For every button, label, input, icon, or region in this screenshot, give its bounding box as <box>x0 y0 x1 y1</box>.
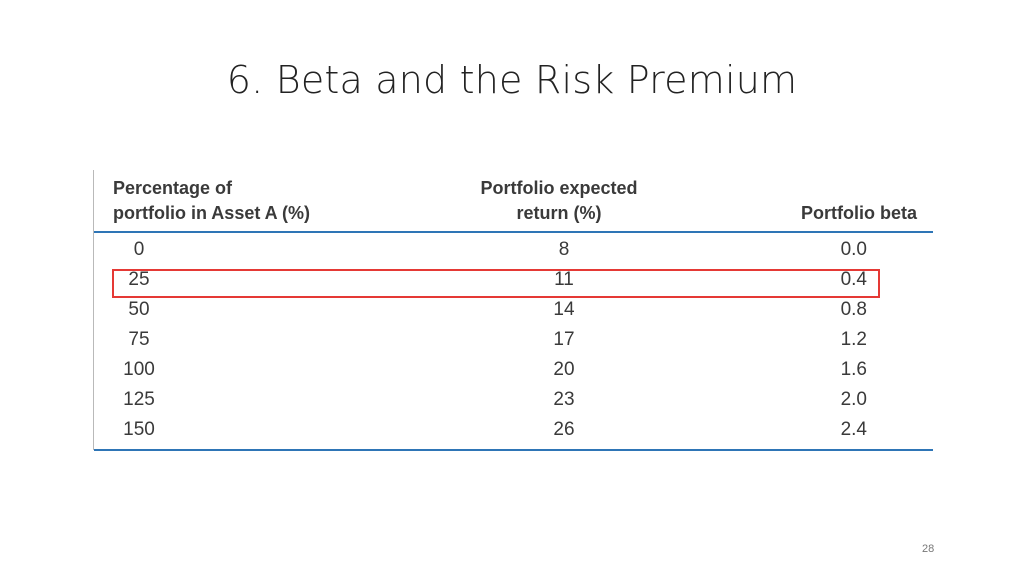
cell-percentage: 125 <box>123 389 155 410</box>
cell-beta: 0.0 <box>840 239 867 260</box>
cell-expected-return: 17 <box>553 329 575 350</box>
header-portfolio-beta: Portfolio beta <box>801 203 917 223</box>
table-row: 125 23 2.0 <box>94 386 933 416</box>
cell-expected-return: 20 <box>553 359 575 380</box>
header-expected-return-line2: return (%) <box>516 203 602 223</box>
header-percentage-line1: Percentage of <box>113 178 233 198</box>
cell-percentage: 50 <box>128 299 150 320</box>
cell-beta: 0.8 <box>840 299 867 320</box>
cell-beta: 1.6 <box>840 359 867 380</box>
cell-beta: 2.0 <box>840 389 867 410</box>
table-row: 75 17 1.2 <box>94 326 933 356</box>
cell-expected-return: 23 <box>553 389 575 410</box>
header-expected-return-line1: Portfolio expected <box>480 178 638 198</box>
table-row: 25 11 0.4 <box>94 266 933 296</box>
page-number: 28 <box>922 543 935 555</box>
cell-expected-return: 14 <box>553 299 575 320</box>
header-expected-return: Portfolio expected return (%) <box>464 176 654 226</box>
slide-title: 6. Beta and the Risk Premium <box>226 58 798 102</box>
table-row: 150 26 2.4 <box>94 416 933 446</box>
table-row: 0 8 0.0 <box>94 236 933 266</box>
cell-beta: 2.4 <box>840 419 867 440</box>
cell-beta: 0.4 <box>840 269 867 290</box>
cell-percentage: 75 <box>128 329 150 350</box>
header-percentage: Percentage of portfolio in Asset A (%) <box>113 176 373 226</box>
table-row: 100 20 1.6 <box>94 356 933 386</box>
cell-percentage: 25 <box>128 269 150 290</box>
cell-expected-return: 11 <box>554 269 574 290</box>
header-percentage-line2: portfolio in Asset A (%) <box>113 203 310 223</box>
table-row: 50 14 0.8 <box>94 296 933 326</box>
cell-beta: 1.2 <box>840 329 867 350</box>
table-bottom-rule <box>94 449 933 451</box>
table-header: Percentage of portfolio in Asset A (%) P… <box>94 170 933 233</box>
cell-expected-return: 26 <box>553 419 575 440</box>
data-table: Percentage of portfolio in Asset A (%) P… <box>93 170 933 451</box>
cell-expected-return: 8 <box>558 239 570 260</box>
table-body: 0 8 0.0 25 11 0.4 50 14 0.8 75 17 1.2 10… <box>94 236 933 446</box>
cell-percentage: 150 <box>123 419 155 440</box>
cell-percentage: 100 <box>123 359 155 380</box>
cell-percentage: 0 <box>133 239 145 260</box>
